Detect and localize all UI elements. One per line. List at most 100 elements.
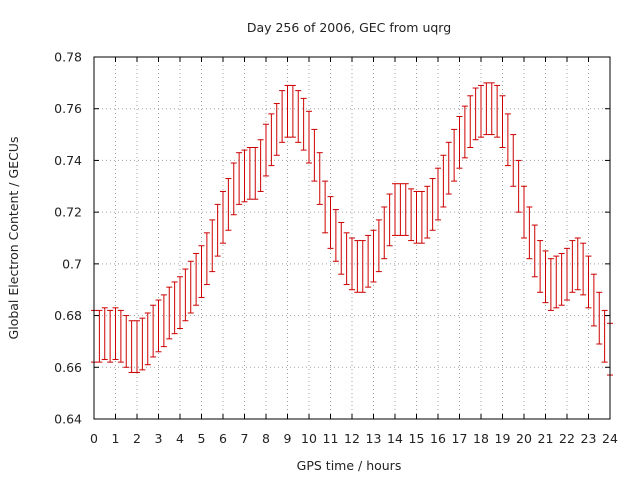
x-tick-label: 20: [516, 431, 532, 446]
error-bar-point: [225, 178, 232, 231]
error-bar-point: [408, 188, 415, 242]
error-bar-point: [160, 294, 167, 348]
y-tick-label: 0.7: [62, 256, 82, 271]
x-axis-ticks: 0 1 2 3 4 5 6 7 8 9 10 11 12 13 14 15 16 17 18 19 20 21 22 23 24: [90, 57, 618, 446]
error-bar-point: [203, 232, 210, 286]
error-bar-point: [128, 320, 135, 373]
error-bar-point: [467, 95, 474, 148]
error-bar-point: [553, 255, 560, 309]
error-bar-point: [230, 162, 237, 216]
error-bar-point: [440, 154, 447, 208]
x-tick-label: 18: [473, 431, 489, 446]
error-bar-point: [542, 250, 549, 304]
error-bar-point: [499, 95, 506, 148]
error-bar-point: [134, 320, 140, 373]
error-bar-point: [494, 84, 501, 138]
error-bar-point: [300, 97, 307, 151]
error-bar-point: [327, 196, 334, 249]
x-axis-label: GPS time / hours: [297, 458, 402, 473]
error-bar-point: [370, 229, 377, 283]
error-bar-point: [279, 90, 286, 143]
error-bar-point: [359, 240, 366, 293]
error-bar-point: [580, 242, 587, 296]
error-bar-point: [257, 139, 264, 192]
error-bar-point: [381, 206, 388, 260]
x-tick-label: 6: [219, 431, 227, 446]
error-bar-point: [117, 309, 124, 363]
error-bar-point: [558, 253, 565, 306]
error-bar-point: [510, 134, 517, 187]
x-tick-label: 23: [581, 431, 597, 446]
error-bar-point: [526, 206, 533, 260]
x-tick-label: 5: [198, 431, 206, 446]
x-tick-label: 0: [90, 431, 98, 446]
error-bar-point: [365, 234, 372, 288]
error-bar-point: [435, 167, 441, 221]
error-bar-point: [139, 317, 146, 371]
error-bar-point: [306, 110, 312, 164]
y-tick-label: 0.64: [54, 412, 82, 427]
error-bar-point: [375, 219, 382, 273]
error-bar-point: [155, 299, 162, 353]
y-axis-ticks: 0.64 0.66 0.68 0.7 0.72 0.74 0.76 0.78: [54, 50, 610, 427]
error-bar-point: [590, 273, 597, 327]
error-bar-point: [585, 255, 592, 309]
x-tick-label: 11: [323, 431, 339, 446]
error-bar-point: [332, 209, 339, 262]
x-tick-label: 10: [301, 431, 317, 446]
x-tick-label: 22: [559, 431, 575, 446]
error-bar-point: [424, 185, 431, 239]
error-bar-point: [166, 286, 173, 340]
error-bar-point: [295, 90, 302, 143]
x-tick-label: 17: [452, 431, 468, 446]
x-tick-label: 16: [430, 431, 446, 446]
error-bar-point: [273, 103, 280, 156]
error-bar-point: [187, 260, 194, 314]
error-bar-point: [96, 309, 103, 363]
error-bar-point: [478, 84, 484, 138]
error-bar-point: [596, 291, 603, 345]
error-bar-point: [418, 190, 425, 244]
error-bar-point: [268, 113, 275, 167]
error-bar-point: [177, 276, 183, 329]
error-bar-point: [402, 183, 409, 236]
error-bar-point: [123, 315, 130, 368]
x-tick-label: 14: [387, 431, 403, 446]
error-bar-point: [220, 190, 226, 244]
y-tick-label: 0.74: [54, 153, 82, 168]
error-bar-point: [483, 82, 490, 136]
data-series: [91, 82, 613, 376]
y-tick-label: 0.66: [54, 360, 82, 375]
error-bar-point: [209, 219, 216, 273]
x-tick-label: 3: [155, 431, 163, 446]
error-bar-point: [263, 123, 269, 177]
y-axis-label: Global Electron Content / GECUs: [6, 137, 21, 340]
x-tick-label: 15: [409, 431, 425, 446]
error-bar-point: [214, 203, 221, 257]
error-bar-point: [182, 268, 189, 322]
x-tick-label: 4: [176, 431, 184, 446]
error-bar-point: [338, 221, 345, 275]
x-tick-label: 1: [112, 431, 120, 446]
error-bar-point: [311, 128, 318, 182]
error-bar-point: [547, 258, 554, 311]
chart-title: Day 256 of 2006, GEC from uqrg: [247, 20, 451, 35]
x-tick-label: 2: [133, 431, 141, 446]
error-bar-point: [392, 183, 398, 236]
error-bar-point: [521, 185, 527, 239]
error-bar-point: [354, 240, 361, 293]
error-bar-point: [461, 105, 468, 159]
error-bar-point: [488, 82, 495, 136]
error-bar-point: [241, 149, 248, 203]
error-bar-point: [198, 245, 205, 298]
error-bar-point: [289, 84, 296, 138]
error-bar-point: [193, 253, 200, 306]
error-bar-point: [429, 178, 436, 231]
error-bar-point: [531, 224, 538, 278]
error-bar-point: [144, 312, 151, 366]
x-tick-label: 12: [344, 431, 360, 446]
x-tick-label: 8: [262, 431, 270, 446]
error-bar-point: [601, 309, 608, 363]
error-bar-point: [112, 307, 119, 361]
